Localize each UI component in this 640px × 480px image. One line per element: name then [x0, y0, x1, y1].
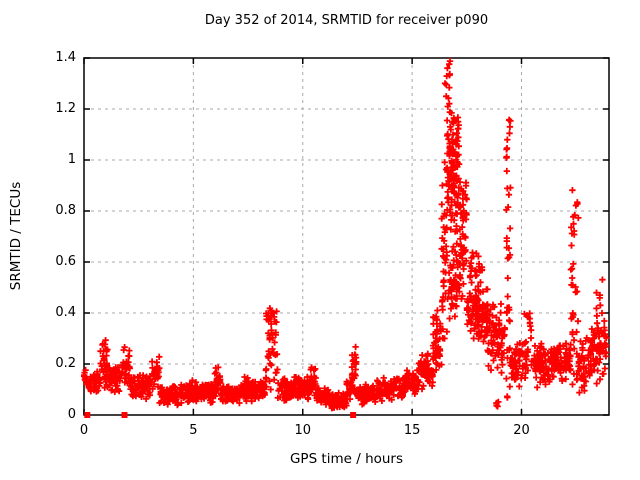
x-tick-label: 15: [403, 423, 421, 438]
y-tick-label: 1.4: [55, 50, 76, 65]
x-tick-label: 0: [79, 423, 89, 438]
x-tick-label: 10: [294, 423, 312, 438]
y-tick-label: 0.6: [55, 254, 76, 269]
y-tick-label: 1: [67, 152, 76, 167]
x-axis-label: GPS time / hours: [289, 451, 404, 467]
y-tick-label: 0.4: [55, 305, 76, 320]
y-tick-label: 1.2: [55, 101, 76, 116]
y-tick-label: 0.8: [55, 203, 76, 218]
x-tick-label: 5: [189, 423, 198, 438]
x-tick-label: 20: [513, 423, 530, 438]
y-tick-label: 0: [67, 407, 76, 422]
chart-title: Day 352 of 2014, SRMTID for receiver p09…: [204, 13, 489, 28]
y-tick-label: 0.2: [55, 356, 76, 371]
